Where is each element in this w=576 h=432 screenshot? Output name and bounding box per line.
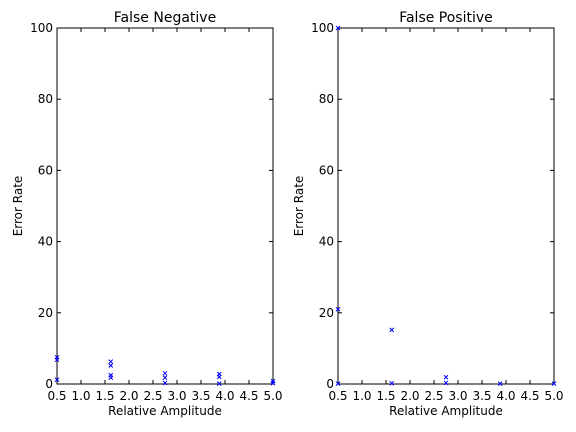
false-negative-x-tick-label: 4.0 [215, 389, 234, 403]
false-positive-x-tick-label: 1.5 [376, 389, 395, 403]
false-positive-x-tick-label: 3.0 [448, 389, 467, 403]
false-negative-data-point [162, 370, 168, 376]
false-positive-x-tick-label: 2.5 [424, 389, 443, 403]
false-negative-data-point [108, 375, 114, 380]
false-negative-x-axis-label: Relative Amplitude [108, 404, 222, 418]
false-negative-data-point [216, 374, 222, 380]
false-negative-data-point [270, 380, 276, 386]
false-positive-data-point [443, 374, 449, 380]
false-negative-x-tick-label: 1.0 [71, 389, 90, 403]
false-positive-data-point [443, 380, 449, 386]
false-positive-data-point [335, 306, 341, 312]
false-negative-data-point [108, 359, 114, 364]
false-positive-x-tick-label: 0.5 [328, 389, 347, 403]
false-negative-y-tick-label: 100 [30, 21, 53, 35]
false-negative-data-point [216, 381, 222, 386]
false-negative-data-point [54, 357, 60, 363]
false-negative-data-point [162, 375, 168, 380]
false-positive-chart-title: False Positive [399, 10, 493, 26]
false-negative-data-point [162, 380, 168, 386]
false-negative-chart-title: False Negative [114, 10, 216, 26]
false-negative-data-point [54, 377, 60, 383]
false-positive-y-tick-label: 100 [311, 21, 334, 35]
false-positive-y-tick-label: 0 [326, 377, 334, 391]
false-negative-x-tick-label: 5.0 [263, 389, 282, 403]
false-positive-plot-frame [337, 27, 555, 385]
false-negative-x-tick-label: 0.5 [47, 389, 66, 403]
false-positive-x-tick-label: 4.5 [520, 389, 539, 403]
false-negative-x-tick-label: 4.5 [239, 389, 258, 403]
false-positive-x-tick-label: 3.5 [472, 389, 491, 403]
false-negative-y-axis-label: Error Rate [11, 176, 25, 237]
false-positive-y-tick-label: 40 [319, 235, 334, 249]
false-negative-plot-frame [56, 27, 274, 385]
false-positive-x-axis-label: Relative Amplitude [389, 404, 503, 418]
false-negative-x-tick-label: 1.5 [95, 389, 114, 403]
false-positive-x-tick-label: 1.0 [352, 389, 371, 403]
false-negative-y-tick-label: 20 [38, 306, 53, 320]
false-positive-data-point [389, 327, 395, 333]
false-negative-y-tick-label: 0 [45, 377, 53, 391]
false-positive-y-tick-label: 80 [319, 92, 334, 106]
false-positive-data-point [335, 381, 341, 386]
false-negative-x-tick-label: 3.0 [167, 389, 186, 403]
false-positive-x-tick-label: 5.0 [544, 389, 563, 403]
false-positive-data-point [389, 380, 395, 386]
false-negative-x-tick-label: 2.5 [143, 389, 162, 403]
false-negative-y-tick-label: 60 [38, 163, 53, 177]
false-negative-x-tick-label: 3.5 [191, 389, 210, 403]
false-positive-panel: False Positive 0.5 1.0 1.5 2.0 2.5 3.0 3.5 4.0 4.… [292, 10, 564, 418]
false-positive-data-point [497, 381, 503, 386]
false-negative-panel: False Negative 0.5 1.0 1.5 2.0 2.5 3.0 3.5 4.0 4.… [11, 10, 283, 418]
false-positive-y-tick-label: 60 [319, 163, 334, 177]
false-positive-y-tick-label: 20 [319, 306, 334, 320]
false-positive-y-axis-label: Error Rate [292, 176, 306, 237]
false-negative-y-tick-label: 80 [38, 92, 53, 106]
false-negative-data-point [108, 363, 114, 368]
false-negative-y-tick-label: 40 [38, 235, 53, 249]
false-positive-data-point [335, 25, 341, 31]
false-positive-data-point [551, 381, 557, 386]
false-negative-x-tick-label: 2.0 [119, 389, 138, 403]
false-positive-x-tick-label: 4.0 [496, 389, 515, 403]
false-positive-x-tick-label: 2.0 [400, 389, 419, 403]
